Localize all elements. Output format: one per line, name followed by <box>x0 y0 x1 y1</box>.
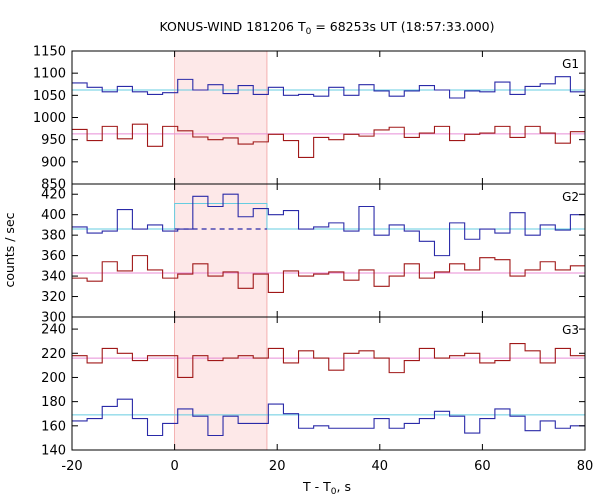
g2-ytick-label: 420 <box>41 188 66 203</box>
chart-title: KONUS-WIND 181206 T0 = 68253s UT (18:57:… <box>159 19 494 37</box>
x-axis-label: T - T0, s <box>302 479 351 497</box>
g2-ytick-label: 300 <box>41 311 66 326</box>
chart-title-rest: = 68253s UT (18:57:33.000) <box>311 19 494 34</box>
g2-panel-label: G2 <box>562 190 579 204</box>
g2-ytick-label: 380 <box>41 229 66 244</box>
g3-ytick-label: 180 <box>41 395 66 410</box>
xtick-label: 20 <box>269 459 286 474</box>
g3-red-series <box>72 343 585 378</box>
g2-ytick-label: 320 <box>41 290 66 305</box>
chart-title-sub: 0 <box>306 27 312 37</box>
x-axis-label-sub: 0 <box>331 487 337 497</box>
g3-ytick-label: 240 <box>41 323 66 338</box>
g3-ytick-label: 220 <box>41 347 66 362</box>
g3-panel-label: G3 <box>562 323 579 337</box>
x-axis-label-main: T - T <box>302 479 331 494</box>
xtick-label: 80 <box>577 459 594 474</box>
g3-ytick-label: 200 <box>41 371 66 386</box>
g2-ytick-label: 400 <box>41 208 66 223</box>
g1-ytick-label: 1100 <box>33 67 66 82</box>
g3-ytick-label: 140 <box>41 444 66 459</box>
g1-ytick-label: 1150 <box>33 45 66 60</box>
g2-red-series <box>72 255 585 293</box>
g1-ytick-label: 900 <box>41 155 66 170</box>
xtick-label: 0 <box>170 459 178 474</box>
g1-ytick-label: 1050 <box>33 89 66 104</box>
xtick-label: 60 <box>474 459 491 474</box>
g1-panel-frame <box>71 50 586 185</box>
g1-ytick-label: 1000 <box>33 111 66 126</box>
xtick-label: 40 <box>372 459 389 474</box>
g3-ytick-label: 160 <box>41 419 66 434</box>
g2-ytick-label: 340 <box>41 270 66 285</box>
g1-panel-label: G1 <box>562 57 579 71</box>
y-axis-label: counts / sec <box>2 212 17 287</box>
g2-panel-frame <box>71 183 586 318</box>
g2-blue-series <box>72 193 585 257</box>
plot-layer: 850 900 950 1000 1050 1100 1150 G1 300 320 340 360 3… <box>33 45 593 475</box>
g2-ytick-label: 360 <box>41 249 66 264</box>
xtick-label: -20 <box>61 459 82 474</box>
g3-blue-series <box>72 398 585 437</box>
g1-ytick-label: 850 <box>41 178 66 193</box>
g2-blue-burst-background-line <box>174 202 268 230</box>
g3-panel-frame <box>71 316 586 451</box>
g1-red-series <box>72 123 585 158</box>
x-axis-label-rest: , s <box>337 479 351 494</box>
g1-ytick-label: 950 <box>41 133 66 148</box>
g1-blue-series <box>72 76 585 99</box>
burst-interval-band <box>174 50 268 451</box>
chart-title-main: KONUS-WIND 181206 T <box>159 19 305 34</box>
